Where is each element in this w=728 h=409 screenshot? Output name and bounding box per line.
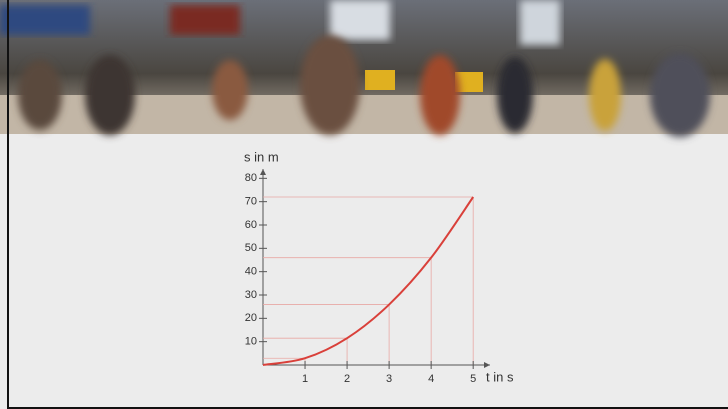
data-line bbox=[262, 196, 475, 366]
x-tick-label: 5 bbox=[470, 373, 476, 385]
x-axis-arrow bbox=[484, 362, 490, 368]
x-axis-label: t in s bbox=[486, 369, 514, 384]
banner-photo bbox=[0, 0, 728, 137]
y-tick-label: 80 bbox=[245, 172, 257, 184]
y-tick-label: 60 bbox=[245, 219, 257, 231]
y-tick-label: 70 bbox=[245, 196, 257, 208]
y-tick-label: 10 bbox=[245, 336, 257, 348]
x-tick-label: 3 bbox=[386, 373, 392, 385]
y-tick-label: 50 bbox=[245, 242, 257, 254]
y-axis-label: s in m bbox=[244, 149, 279, 164]
y-tick-label: 30 bbox=[245, 289, 257, 301]
y-tick-label: 20 bbox=[245, 312, 257, 324]
y-axis-arrow bbox=[260, 169, 266, 175]
y-tick-label: 40 bbox=[245, 266, 257, 278]
x-tick-label: 4 bbox=[428, 373, 434, 385]
x-tick-label: 1 bbox=[302, 373, 308, 385]
x-tick-label: 2 bbox=[344, 373, 350, 385]
